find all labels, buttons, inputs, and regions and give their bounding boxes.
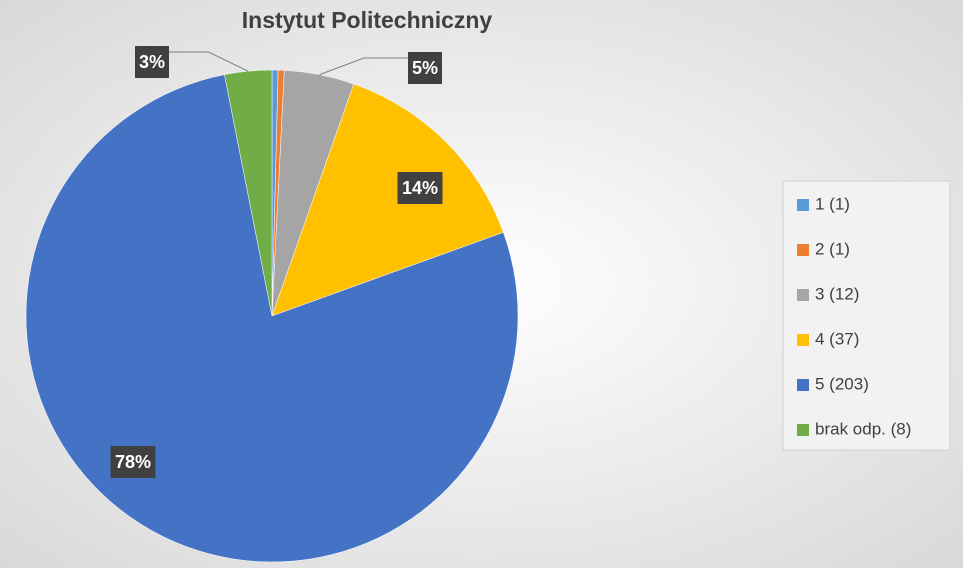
data-label: 14% [402, 178, 438, 198]
legend-label: 2 (1) [815, 239, 850, 258]
chart-title: Instytut Politechniczny [242, 7, 493, 33]
data-label: 3% [139, 52, 165, 72]
leader-line [319, 57, 408, 76]
pie-slice [25, 74, 519, 563]
leader-line [169, 51, 249, 72]
data-label-box [408, 52, 442, 84]
data-label-box [135, 46, 169, 78]
legend-swatch [797, 424, 809, 436]
legend-swatch [797, 289, 809, 301]
pie-slice [224, 69, 273, 317]
legend-label: 5 (203) [815, 374, 869, 393]
legend-label: 1 (1) [815, 194, 850, 213]
legend-swatch [797, 379, 809, 391]
legend-swatch [797, 334, 809, 346]
legend-swatch [797, 199, 809, 211]
data-label-box [110, 446, 156, 478]
legend-label: brak odp. (8) [815, 419, 911, 438]
data-label: 5% [412, 58, 438, 78]
pie-slice [271, 83, 504, 317]
legend-label: 3 (12) [815, 284, 859, 303]
data-label-box [397, 172, 443, 204]
legend-swatch [797, 244, 809, 256]
legend-label: 4 (37) [815, 329, 859, 348]
legend-box [782, 180, 951, 451]
data-label: 78% [115, 452, 151, 472]
